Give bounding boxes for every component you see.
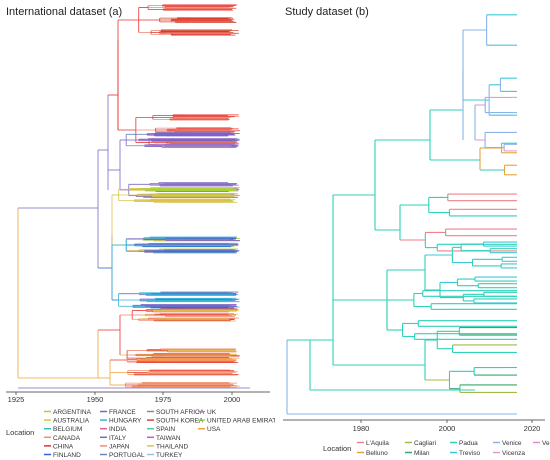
- legend-label: AUSTRALIA: [53, 418, 90, 425]
- panel-title: Study dataset (b): [285, 6, 369, 18]
- legend-label: CANADA: [53, 435, 81, 442]
- legend-label: PORTUGAL: [109, 452, 145, 459]
- legend-label: Cagliari: [414, 440, 436, 447]
- legend-label: Venice: [502, 440, 522, 447]
- legend-label: FRANCE: [109, 409, 136, 416]
- axis-tick-label: 2000: [439, 424, 456, 433]
- legend-label: Treviso: [459, 450, 480, 457]
- legend-title: Location: [6, 428, 34, 437]
- panel-title: International dataset (a): [6, 6, 123, 18]
- study-tree-figure: 1980 2000 2020 Location L'Aquila Belluno Cagli…: [283, 14, 550, 457]
- legend-label: Milan: [414, 450, 430, 457]
- legend-label: FINLAND: [53, 452, 81, 459]
- legend-label: Vicenza: [502, 450, 525, 457]
- legend-label: TURKEY: [156, 452, 183, 459]
- legend-label: SOUTH KOREA: [156, 418, 204, 425]
- legend-label: INDIA: [109, 426, 127, 433]
- legend-label: USA: [207, 426, 221, 433]
- legend-label: Padua: [459, 440, 478, 447]
- tree-branches: [17, 4, 250, 389]
- legend-label: HUNGARY: [109, 418, 142, 425]
- legend-label: THAILAND: [156, 443, 188, 450]
- time-axis: 1925 1950 1975 2000: [6, 391, 270, 404]
- time-axis: 1980 2000 2020: [283, 419, 545, 433]
- axis-tick-label: 1975: [155, 395, 172, 404]
- legend-label: SOUTH AFRICA: [156, 409, 205, 416]
- legend-label: ARGENTINA: [53, 409, 92, 416]
- panel-study: Study dataset (b) 1980 2000 2020 Location L'…: [275, 0, 550, 460]
- legend-label: ITALY: [109, 435, 127, 442]
- legend: Location L'Aquila Belluno Cagliari Milan Padu…: [323, 440, 550, 457]
- legend-label: JAPAN: [109, 443, 130, 450]
- legend-label: UK: [207, 409, 217, 416]
- legend-label: UNITED ARAB EMIRATES: [207, 418, 275, 425]
- legend-label: Verona: [542, 440, 550, 447]
- international-tree-figure: 1925 1950 1975 2000 Location ARGENTINA AUSTRAL…: [6, 4, 275, 459]
- axis-tick-label: 1925: [8, 395, 25, 404]
- axis-tick-label: 1980: [353, 424, 370, 433]
- legend-label: BELGIUM: [53, 426, 82, 433]
- legend-label: TAIWAN: [156, 435, 181, 442]
- tree-branches: [286, 14, 517, 415]
- legend-label: SPAIN: [156, 426, 175, 433]
- axis-tick-label: 1950: [87, 395, 104, 404]
- legend-label: Belluno: [366, 450, 388, 457]
- legend-label: CHINA: [53, 443, 74, 450]
- axis-tick-label: 2020: [524, 424, 541, 433]
- legend-title: Location: [323, 444, 351, 453]
- panel-international: International dataset (a) 1925 1950 1975 20…: [6, 4, 275, 459]
- axis-tick-label: 2000: [224, 395, 241, 404]
- legend-label: L'Aquila: [366, 440, 389, 447]
